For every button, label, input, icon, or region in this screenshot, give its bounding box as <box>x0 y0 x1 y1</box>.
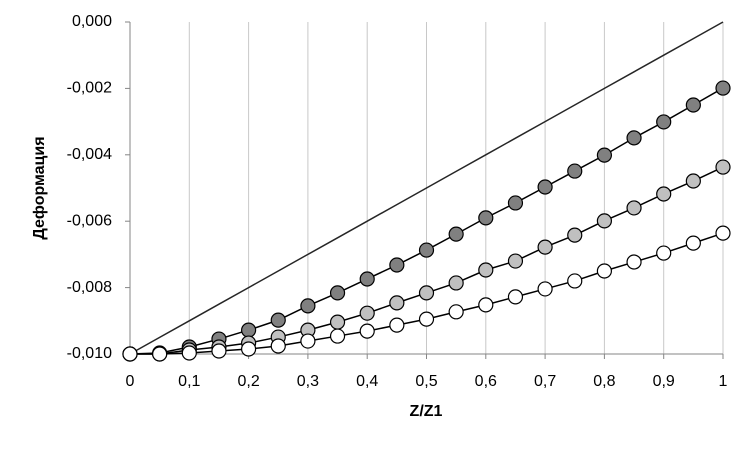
y-tick-label: -0,006 <box>67 212 112 229</box>
y-tick-label: 0,000 <box>72 13 112 30</box>
y-tick-label: -0,008 <box>67 279 112 296</box>
point <box>507 289 524 305</box>
point <box>152 346 168 362</box>
point <box>418 285 435 301</box>
point <box>626 200 642 216</box>
x-tick-label: 0,8 <box>593 373 615 390</box>
y-tick-label: -0,002 <box>67 80 112 97</box>
x-tick-label: 0,4 <box>356 373 378 390</box>
x-tick-label: 1 <box>719 373 728 390</box>
point <box>507 253 524 269</box>
point <box>537 179 553 195</box>
point <box>329 285 346 301</box>
point <box>656 186 672 202</box>
x-tick-label: 0,5 <box>415 373 437 390</box>
point <box>537 281 553 297</box>
point <box>329 314 346 330</box>
point <box>418 242 435 258</box>
point <box>656 114 672 130</box>
point <box>567 273 583 289</box>
point <box>507 195 524 211</box>
point <box>389 257 405 273</box>
x-tick-label: 0 <box>126 373 135 390</box>
point <box>359 271 375 287</box>
y-tick-label: -0,010 <box>67 345 112 362</box>
point <box>211 343 227 359</box>
y-axis-label: Деформация <box>31 136 48 239</box>
point <box>715 80 731 96</box>
point <box>300 298 316 314</box>
point <box>181 345 197 361</box>
x-axis-label: Z/Z1 <box>410 403 443 420</box>
point <box>478 297 494 313</box>
point <box>626 254 642 270</box>
point <box>270 338 286 354</box>
x-tick-label: 0,7 <box>534 373 556 390</box>
point <box>656 245 672 261</box>
point <box>300 333 316 349</box>
x-tick-label: 0,3 <box>297 373 319 390</box>
point <box>359 305 375 321</box>
y-tick-label: -0,004 <box>67 146 112 163</box>
point <box>626 130 642 146</box>
x-tick-label: 0,1 <box>178 373 200 390</box>
point <box>537 239 553 255</box>
point <box>596 263 613 279</box>
point <box>685 97 701 113</box>
point <box>448 304 464 320</box>
point <box>241 341 257 357</box>
point <box>567 163 583 179</box>
point <box>685 235 701 251</box>
point <box>567 227 583 243</box>
point <box>685 173 701 189</box>
point <box>596 147 613 163</box>
point <box>270 312 286 328</box>
point <box>715 159 731 175</box>
series-line <box>129 21 724 355</box>
point <box>329 328 346 344</box>
point <box>596 213 613 229</box>
point <box>122 346 138 362</box>
point <box>478 210 494 226</box>
point <box>448 226 464 242</box>
point <box>359 323 375 339</box>
point <box>389 295 405 311</box>
point <box>478 262 494 278</box>
point <box>418 311 435 327</box>
x-tick-label: 0,2 <box>237 373 259 390</box>
point <box>715 225 731 241</box>
x-tick-label: 0,9 <box>653 373 675 390</box>
point <box>241 322 257 338</box>
point <box>448 275 464 291</box>
x-tick-label: 0,6 <box>475 373 497 390</box>
point <box>389 317 405 333</box>
